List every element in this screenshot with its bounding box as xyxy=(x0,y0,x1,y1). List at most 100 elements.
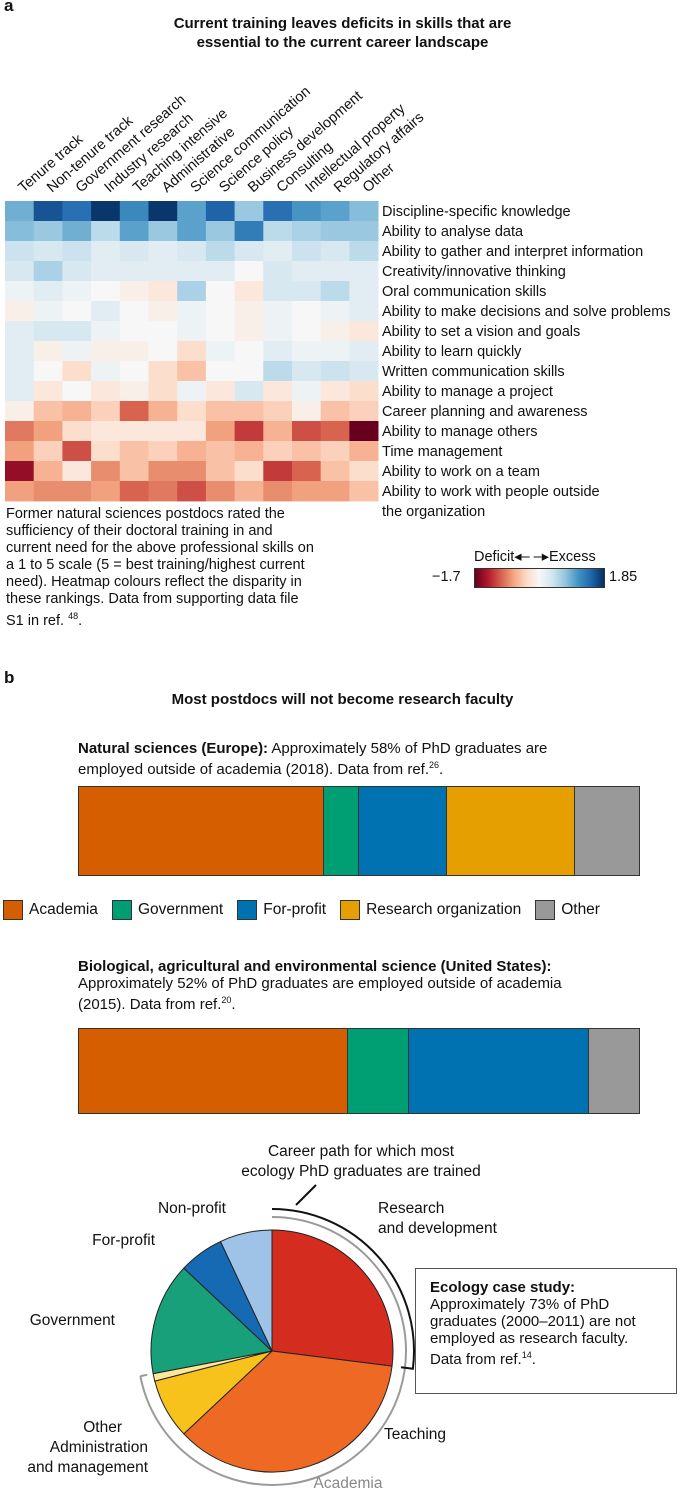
pie-slice-research-and-development xyxy=(271,1229,394,1367)
heatmap-cell xyxy=(292,221,322,242)
heatmap-cell xyxy=(62,441,92,462)
heatmap-cell xyxy=(33,421,63,442)
academia-bracket xyxy=(139,1216,407,1486)
pie-label-non-profit: Non-profit xyxy=(158,1200,227,1217)
research-bracket-label-cont: ecology PhD graduates are trained xyxy=(241,1163,481,1180)
heatmap-cell xyxy=(205,481,235,502)
heatmap-cell xyxy=(234,481,264,502)
bar-segment-for-profit xyxy=(359,787,447,875)
heatmap-cell xyxy=(119,221,149,242)
heatmap-cell xyxy=(33,321,63,342)
heatmap-cell xyxy=(33,281,63,302)
us-bar-heading: Biological, agricultural and environment… xyxy=(78,958,562,1013)
heatmap-cell xyxy=(5,241,35,262)
caption-ref: 48 xyxy=(68,611,79,621)
arrow-right-icon: –▸ xyxy=(533,549,550,565)
panel-a-label: a xyxy=(4,0,14,15)
arrow-left-icon: ◂– xyxy=(514,549,530,565)
caption-line-6: these rankings. Data from supporting dat… xyxy=(6,591,299,607)
heatmap-cell xyxy=(33,441,63,462)
academia-bracket-end xyxy=(140,1373,148,1378)
heatmap-cell xyxy=(263,481,293,502)
heatmap-cell xyxy=(148,361,178,382)
panel-b-title: Most postdocs will not become research f… xyxy=(171,691,514,708)
heatmap-cell xyxy=(33,261,63,282)
us-stacked-bar xyxy=(78,1028,640,1114)
heatmap-cell xyxy=(148,381,178,402)
legend-label: Other xyxy=(561,901,600,918)
heatmap-cell xyxy=(205,401,235,422)
heatmap-cell xyxy=(177,341,207,362)
row-label-ability-to-set-a-vision-and-goals: Ability to set a vision and goals xyxy=(382,324,580,340)
heatmap-cell xyxy=(205,261,235,282)
heatmap-cell xyxy=(292,481,322,502)
heatmap-cell xyxy=(119,321,149,342)
heatmap-cell xyxy=(177,461,207,482)
heatmap-cell xyxy=(320,401,350,422)
heatmap-cell xyxy=(119,281,149,302)
heatmap-cell xyxy=(148,421,178,442)
heatmap-cell xyxy=(148,281,178,302)
heatmap-cell xyxy=(91,381,121,402)
heatmap-cell xyxy=(177,201,207,222)
heatmap-cell xyxy=(320,261,350,282)
heatmap-cell xyxy=(148,401,178,422)
row-label-discipline-specific-knowledge: Discipline-specific knowledge xyxy=(382,204,571,220)
caption-line-4: a 1 to 5 scale (5 = best training/highes… xyxy=(6,557,305,573)
heatmap-cell xyxy=(33,461,63,482)
heatmap-cell xyxy=(349,221,379,242)
row-label-creativity-innovative-thinking: Creativity/innovative thinking xyxy=(382,264,566,280)
heatmap-cell xyxy=(177,481,207,502)
heatmap-cell xyxy=(263,341,293,362)
heatmap-cell xyxy=(62,261,92,282)
heatmap-cell xyxy=(33,341,63,362)
legend-swatch xyxy=(237,900,258,920)
heatmap-cell xyxy=(62,201,92,222)
heatmap-cell xyxy=(234,241,264,262)
heatmap-cell xyxy=(320,221,350,242)
heatmap-cell xyxy=(148,261,178,282)
heatmap-cell xyxy=(91,261,121,282)
heatmap-cell xyxy=(5,421,35,442)
heatmap-cell xyxy=(320,341,350,362)
row-label-ability-to-work-with-people-outside-the-organization-cont: the organization xyxy=(382,504,485,520)
heatmap-cell xyxy=(62,481,92,502)
heatmap-cell xyxy=(320,201,350,222)
research-bracket-label: Career path for which most xyxy=(268,1143,455,1160)
row-label-ability-to-manage-others: Ability to manage others xyxy=(382,424,538,440)
pie-label-research-and-development: Research xyxy=(378,1200,444,1217)
heatmap-cell xyxy=(234,201,264,222)
heatmap-cell xyxy=(205,421,235,442)
heatmap-cell xyxy=(263,401,293,422)
pie-label-teaching: Teaching xyxy=(384,1426,446,1443)
caption-line-5: need). Heatmap colours reflect the dispa… xyxy=(6,574,302,590)
bar-segment-for-profit xyxy=(409,1029,589,1113)
heatmap-cell xyxy=(148,321,178,342)
heatmap-cell xyxy=(292,361,322,382)
heatmap-cell xyxy=(320,301,350,322)
pie-label-administration-and-management: Administration xyxy=(50,1439,148,1456)
heatmap-cell xyxy=(320,421,350,442)
heatmap-cell xyxy=(62,461,92,482)
heatmap-cell xyxy=(320,281,350,302)
heatmap-cell xyxy=(320,241,350,262)
bar-segment-academia xyxy=(79,787,324,875)
heatmap-cell xyxy=(5,281,35,302)
heatmap-cell xyxy=(91,201,121,222)
row-label-ability-to-learn-quickly: Ability to learn quickly xyxy=(382,344,522,360)
heatmap-cell xyxy=(177,361,207,382)
heatmap-cell xyxy=(177,321,207,342)
heatmap-cell xyxy=(62,341,92,362)
heatmap-cell xyxy=(119,481,149,502)
heatmap-cell xyxy=(177,401,207,422)
heatmap-cell xyxy=(234,381,264,402)
heatmap-cell xyxy=(177,301,207,322)
heatmap-cell xyxy=(148,441,178,462)
heatmap-cell xyxy=(292,341,322,362)
heatmap-title: Current training leaves deficits in skil… xyxy=(0,14,685,52)
heatmap-cell xyxy=(292,421,322,442)
colorbar-max-label: 1.85 xyxy=(609,569,638,585)
heatmap-cell xyxy=(349,201,379,222)
row-label-ability-to-manage-a-project: Ability to manage a project xyxy=(382,384,553,400)
